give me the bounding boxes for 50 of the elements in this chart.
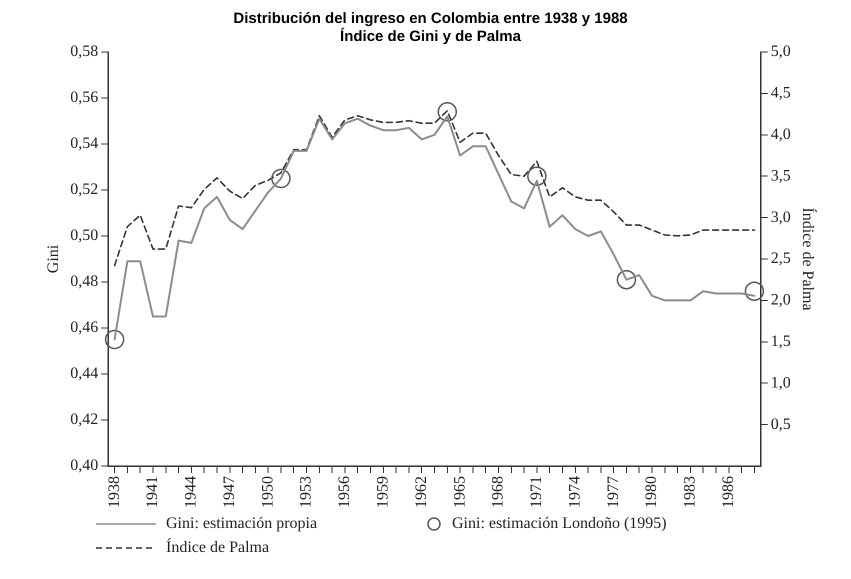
- x-tick-label: 1962: [412, 476, 430, 508]
- x-tick-label: 1947: [220, 476, 238, 508]
- y-tick-label: 0,44: [70, 365, 98, 382]
- y2-tick-label: 3,5: [770, 167, 791, 184]
- point: [527, 166, 547, 186]
- y2-tick-label: 2,0: [770, 292, 791, 309]
- y2-tick-label: 2,5: [770, 250, 791, 268]
- y2-tick-label: 3,0: [770, 208, 791, 226]
- y2-tick-label: 1,0: [770, 374, 791, 392]
- chart-subtitle: Índice de Gini y de Palma: [340, 27, 522, 46]
- y2-tick-label: 4,0: [770, 126, 791, 144]
- y-tick-label: 0,42: [70, 411, 98, 428]
- y-tick-label: 0,54: [70, 135, 98, 152]
- x-tick-label: 1944: [182, 476, 200, 508]
- y-tick-label: 0,56: [70, 89, 98, 106]
- y-tick-label: 0,40: [70, 457, 98, 474]
- x-tick-label: 1977: [604, 476, 622, 508]
- x-tick-label: 1974: [566, 476, 584, 508]
- x-tick-label: 1956: [336, 476, 354, 508]
- legend-label: Índice de Palma: [166, 539, 270, 557]
- x-tick-label: 1980: [643, 476, 660, 508]
- y2-tick-label: 1,5: [770, 333, 791, 350]
- chart-title: Distribución del ingreso en Colombia entre 1938 y 1988: [233, 10, 628, 28]
- y2-tick-label: 4,5: [770, 84, 791, 102]
- point: [744, 281, 764, 301]
- y-axis-title: Gini: [44, 244, 62, 274]
- point: [438, 102, 458, 122]
- y2-axis-title: Índice de Palma: [799, 207, 818, 311]
- y2-tick-label: 0,5: [770, 416, 791, 433]
- x-tick-label: 1983: [682, 476, 699, 508]
- x-tick-label: 1950: [259, 476, 276, 508]
- y-tick-label: 0,58: [70, 43, 98, 60]
- y-tick-label: 0,48: [70, 273, 98, 290]
- y-tick-label: 0,46: [70, 319, 98, 336]
- x-tick-label: 1953: [298, 476, 315, 508]
- legend-label: Gini: estimación Londoño (1995): [452, 515, 667, 533]
- x-tick-label: 1968: [490, 476, 507, 508]
- y-tick-label: 0,50: [70, 227, 98, 244]
- x-tick-label: 1986: [720, 476, 738, 508]
- y2-tick-label: 5,0: [770, 43, 791, 60]
- y-tick-label: 0,52: [70, 181, 98, 198]
- x-tick-label: 1965: [451, 476, 468, 508]
- point: [616, 270, 636, 290]
- x-tick-label: 1959: [374, 476, 392, 508]
- point: [104, 330, 124, 350]
- legend-label: Gini: estimación propia: [166, 515, 318, 533]
- x-tick-label: 1938: [106, 476, 123, 508]
- x-tick-label: 1971: [528, 476, 546, 508]
- point: [271, 168, 291, 188]
- x-tick-label: 1941: [144, 476, 162, 508]
